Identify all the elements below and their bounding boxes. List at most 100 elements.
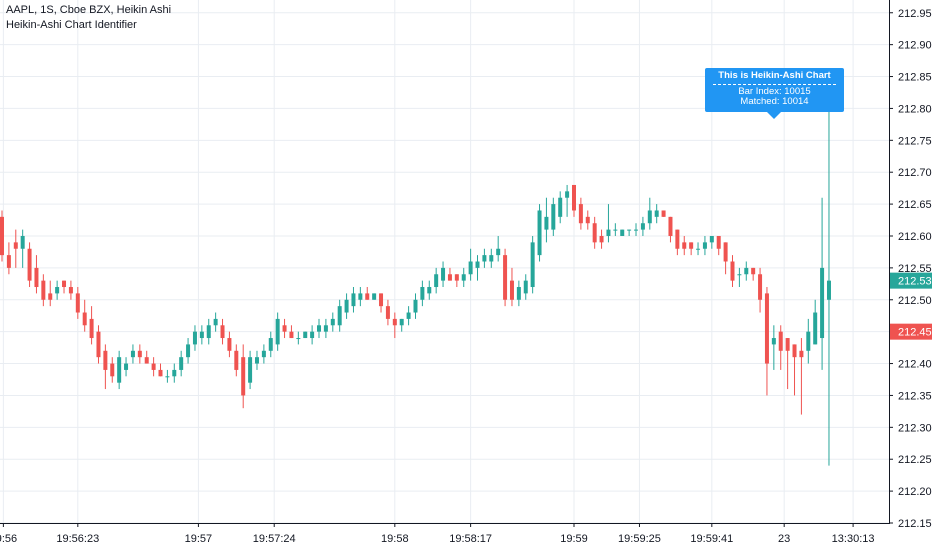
candle-body (675, 229, 680, 249)
candle-body (317, 325, 322, 332)
price-tick-label: 212.15 (898, 518, 932, 530)
candle-body (303, 331, 308, 339)
candle-body (578, 204, 583, 224)
tooltip-title: This is Heikin-Ashi Chart (718, 70, 831, 81)
price-tick-label: 212.20 (898, 486, 932, 498)
candle-body (261, 350, 266, 358)
time-tick-label: 19:57:24 (253, 533, 296, 545)
candle-body (96, 331, 101, 358)
candle-body (764, 293, 769, 364)
candle-body (627, 229, 632, 231)
candle-body (723, 242, 728, 262)
price-tick-label: 212.55 (898, 263, 932, 275)
candle-body (275, 318, 280, 345)
candle-body (709, 235, 714, 243)
candle-body (434, 274, 439, 288)
candle-body (199, 331, 204, 339)
candle-body (179, 357, 184, 370)
candle-body (220, 325, 225, 339)
price-tick-label: 212.40 (898, 359, 932, 371)
candle-body (565, 191, 570, 198)
candle-body (530, 242, 535, 288)
candle-body (785, 338, 790, 351)
candle-body (55, 287, 60, 294)
candle-body (13, 242, 18, 249)
price-tick-label: 212.90 (898, 40, 932, 52)
candle-body (496, 248, 501, 256)
time-axis-bg (0, 523, 932, 550)
candle-body (661, 210, 666, 217)
candle-body (441, 267, 446, 281)
candle-body (689, 242, 694, 249)
time-tick-label: 19:56:23 (56, 533, 99, 545)
candle-body (730, 261, 735, 281)
candle-body (427, 287, 432, 294)
candle-body (551, 204, 556, 230)
candle-body (186, 344, 191, 358)
candle-body (413, 299, 418, 313)
candle-body (213, 318, 218, 326)
candle-body (475, 261, 480, 268)
candle-body (682, 242, 687, 249)
candle-body (48, 293, 53, 300)
candle-body (599, 235, 604, 243)
candle-body (296, 338, 301, 340)
candle-body (344, 299, 349, 313)
candle-body (144, 357, 149, 364)
candle-body (702, 242, 707, 249)
candle-body (241, 357, 246, 396)
price-tick-label: 212.75 (898, 135, 932, 147)
tooltip-bar-index: Bar Index: 10015 (738, 86, 811, 97)
candle-body (372, 293, 377, 300)
candle-body (392, 318, 397, 326)
time-tick-label: 19:59:25 (618, 533, 661, 545)
candle-body (406, 312, 411, 319)
current-price-label-bg (890, 272, 932, 289)
candle-body (523, 280, 528, 294)
candle-body (792, 344, 797, 358)
candle-body (482, 255, 487, 262)
candle-body (558, 197, 563, 217)
candle-body (544, 216, 549, 230)
candle-body (716, 235, 721, 249)
candles (0, 108, 831, 466)
candle-body (41, 280, 46, 300)
candle-body (289, 331, 294, 339)
candle-body (124, 363, 129, 370)
candle-body (820, 267, 825, 339)
candle-body (365, 293, 370, 300)
candle-body (6, 255, 11, 268)
candle-body (165, 376, 170, 378)
candle-body (82, 312, 87, 326)
candle-body (778, 331, 783, 351)
candle-body (330, 318, 335, 326)
symbol-title: AAPL, 1S, Cboe BZX, Heikin Ashi (6, 4, 172, 16)
candle-body (117, 357, 122, 383)
candle-body (358, 293, 363, 300)
time-tick-label: 19:56 (0, 533, 17, 545)
candle-body (647, 210, 652, 224)
time-tick-label: 13:30:13 (832, 533, 875, 545)
candle-body (799, 350, 804, 358)
candle-body (34, 267, 39, 288)
candle-body (516, 287, 521, 300)
candle-body (20, 235, 25, 249)
price-tick-label: 212.25 (898, 454, 932, 466)
price-tick-label: 212.85 (898, 72, 932, 84)
candle-body (192, 331, 197, 345)
time-tick-label: 23 (778, 533, 790, 545)
candle-body (571, 184, 576, 211)
price-tick-label: 212.65 (898, 199, 932, 211)
candle-body (323, 325, 328, 332)
candle-body (89, 318, 94, 339)
candle-body (268, 338, 273, 351)
tooltip-matched: Matched: 10014 (740, 96, 809, 107)
candle-body (137, 350, 142, 358)
candle-body (503, 255, 508, 300)
candle-body (310, 331, 315, 339)
candle-body (227, 338, 232, 351)
candle-body (447, 274, 452, 281)
